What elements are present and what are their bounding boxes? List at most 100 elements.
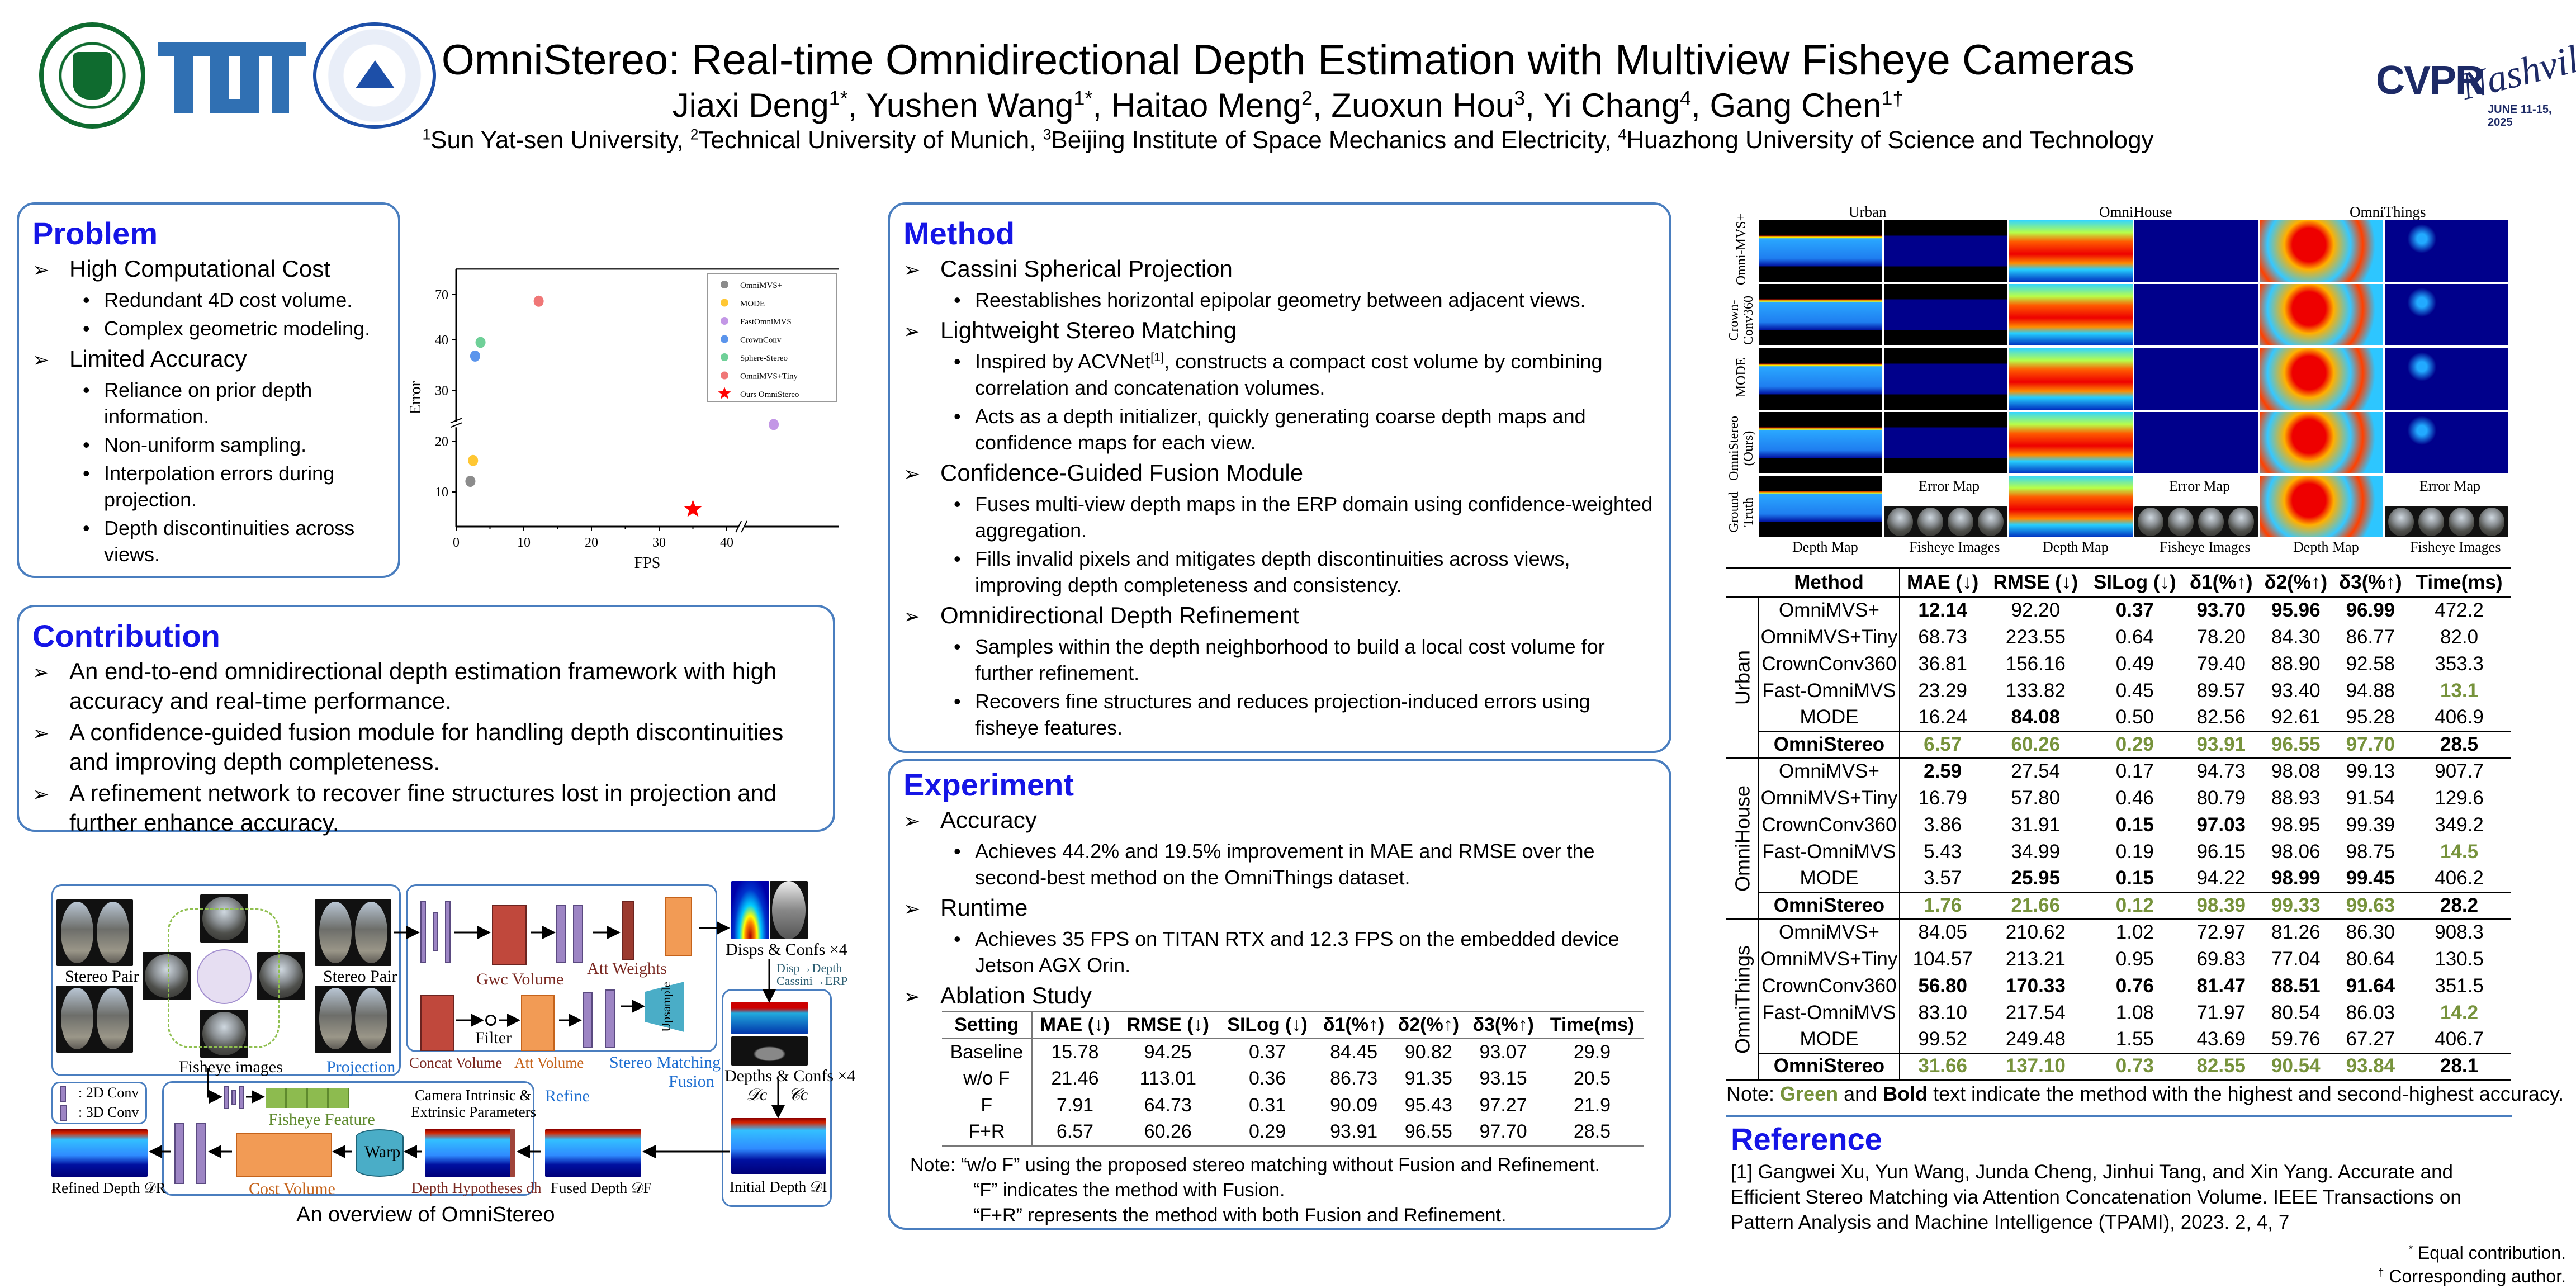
feature-encoder [231,1090,236,1105]
author-name: Yushen Wang [866,87,1074,124]
legend-box [707,273,837,402]
author-affiliation-mark: 4 [1680,87,1692,110]
metric-cell: 91.64 [2346,974,2395,997]
metric-cell: 353.3 [2435,652,2484,675]
overview-caption: An overview of OmniStereo [296,1203,555,1227]
metric-cell: 60.26 [1985,730,2086,759]
footnote-corresponding: † Corresponding author. [2378,1266,2566,1286]
feature-encoder [239,1086,244,1109]
metric-cell: 213.21 [2005,948,2066,970]
metric-cell: 92.20 [2011,599,2061,621]
table-row: Fast-OmniMVS 23.29 133.82 0.45 89.57 93.40 94.… [1726,677,2511,704]
table-cell: 94.25 [1144,1041,1192,1063]
x-tick-label: 30 [652,536,666,550]
depth-hypotheses-block [425,1129,515,1177]
3d-conv-block [605,989,615,1048]
fisheye-images-cell: Error Map [1884,476,2007,537]
arrow-bullet-icon: ➢ [903,986,921,1008]
table-row: CrownConv360 56.80 170.33 0.76 81.47 88.51 91.… [1726,972,2511,1000]
table-cell: 90.82 [1404,1041,1452,1063]
bottom-column-label: Depth Map [2293,539,2359,555]
stereo-pair-image [56,899,133,966]
fisheye-images-label: Fisheye images [179,1058,283,1076]
method-row-label: Ground Truth [1727,491,1756,533]
metric-cell: 351.5 [2435,974,2484,997]
data-point [475,337,486,348]
depth-map-cell [2009,348,2133,410]
table-row: OmniMVS+Tiny 16.79 57.80 0.46 80.79 88.93 91.5… [1726,784,2511,812]
table-row: Fast-OmniMVS 83.10 217.54 1.08 71.97 80.54 86.… [1726,999,2511,1026]
bullet-item: ➢ Runtime [903,894,1656,924]
metric-cell: 91.54 [2346,787,2395,809]
depth-map-image [731,1002,808,1034]
stereo-pair-label: Stereo Pair [323,967,397,986]
att-weights-block [622,901,634,960]
metric-cell: 93.40 [2271,679,2321,702]
fisheye-image [143,952,191,1000]
sub-bullet: Fills invalid pixels and mitigates depth… [903,546,1656,598]
metric-cell: 156.16 [2005,652,2066,675]
table-cell: 0.36 [1248,1068,1286,1089]
metric-cell: 99.63 [2333,891,2408,920]
2d-conv-legend-label: : 2D Conv [78,1085,139,1101]
camera-params-label: Camera Intrinsic & [415,1087,532,1104]
affiliation-list: 1Sun Yat-sen University, 2Technical Univ… [422,126,2154,154]
ablation-note: Note: “w/o F” using the proposed stereo … [910,1154,1600,1176]
3d-conv-block [196,1123,206,1184]
table-row: MODE 99.52 249.48 1.55 43.69 59.76 67.27 406.7 [1726,1026,2511,1053]
bullet-item: ➢ Accuracy [903,806,1656,836]
metric-cell: 92.58 [2346,652,2395,675]
cassini-to-erp-label: Cassini→ERP [776,974,848,988]
3d-conv-legend-label: : 3D Conv [78,1104,139,1120]
ours-row: OmniStereo 31.66 137.10 0.73 82.55 90.54 93.84… [1726,1052,2511,1081]
3d-conv-block [556,905,566,963]
y-tick-label: 20 [435,434,448,449]
table-cell: 64.73 [1144,1095,1192,1116]
metric-cell: 83.10 [1918,1001,1967,1024]
metric-cell: 0.76 [2115,974,2154,997]
camera-rig-icon [197,949,252,1004]
author-affiliation-mark: 3 [1514,87,1526,110]
fisheye-image [257,952,305,1000]
depth-hypotheses-label: Depth Hypotheses dh [411,1180,542,1196]
metric-cell: 92.61 [2271,706,2321,728]
align-label: Align [776,987,805,1001]
feature-extractor [433,912,438,951]
legend-marker [721,299,728,307]
bottom-column-label: Depth Map [1792,539,1858,555]
metric-cell: 99.39 [2346,813,2395,836]
fisheye-feature-blocks [266,1088,349,1108]
error-map-cell [2385,348,2508,410]
metric-cell: 0.45 [2115,679,2154,702]
disp-to-depth-label: Disp→Depth [776,961,842,975]
metric-cell: 34.99 [2011,840,2061,863]
metric-cell: 31.91 [2011,813,2061,836]
table-row: OmniThings OmniMVS+ 84.05 210.62 1.02 72.97 81… [1726,918,2511,1080]
error-map-label: Error Map [2169,478,2231,494]
feature-extractor [420,901,426,963]
table-cell: 20.5 [1573,1068,1611,1089]
author-affiliation-mark: 1* [828,87,848,110]
method-cell: OmniMVS+ [1759,596,1900,624]
metric-cell: 94.22 [2196,867,2246,889]
metric-cell: 59.76 [2271,1028,2321,1050]
dataset-column-header: OmniThings [2350,203,2426,220]
metric-cell: 90.54 [2258,1052,2333,1081]
error-map-cell [2134,412,2258,473]
dataset-label: Urban [1726,596,1759,758]
metric-cell: 97.70 [2333,730,2408,759]
metric-cell: 84.05 [1918,921,1967,943]
metric-cell: 129.6 [2435,787,2484,809]
x-tick-label: 0 [453,536,460,550]
contribution-heading: Contribution [32,618,220,654]
fused-depth-image [545,1129,641,1177]
x-tick-label: 20 [585,536,598,550]
metric-cell: 82.55 [2184,1052,2259,1081]
confidence-map-image [770,881,808,939]
footnote-equal: * Equal contribution. [2408,1243,2566,1263]
metric-cell: 1.02 [2115,921,2154,943]
x-tick-label: 10 [517,536,531,550]
metric-cell: 133.82 [2005,679,2066,702]
metric-cell: 84.08 [2011,706,2061,728]
column-header: SILog (↓) [1218,1011,1317,1039]
